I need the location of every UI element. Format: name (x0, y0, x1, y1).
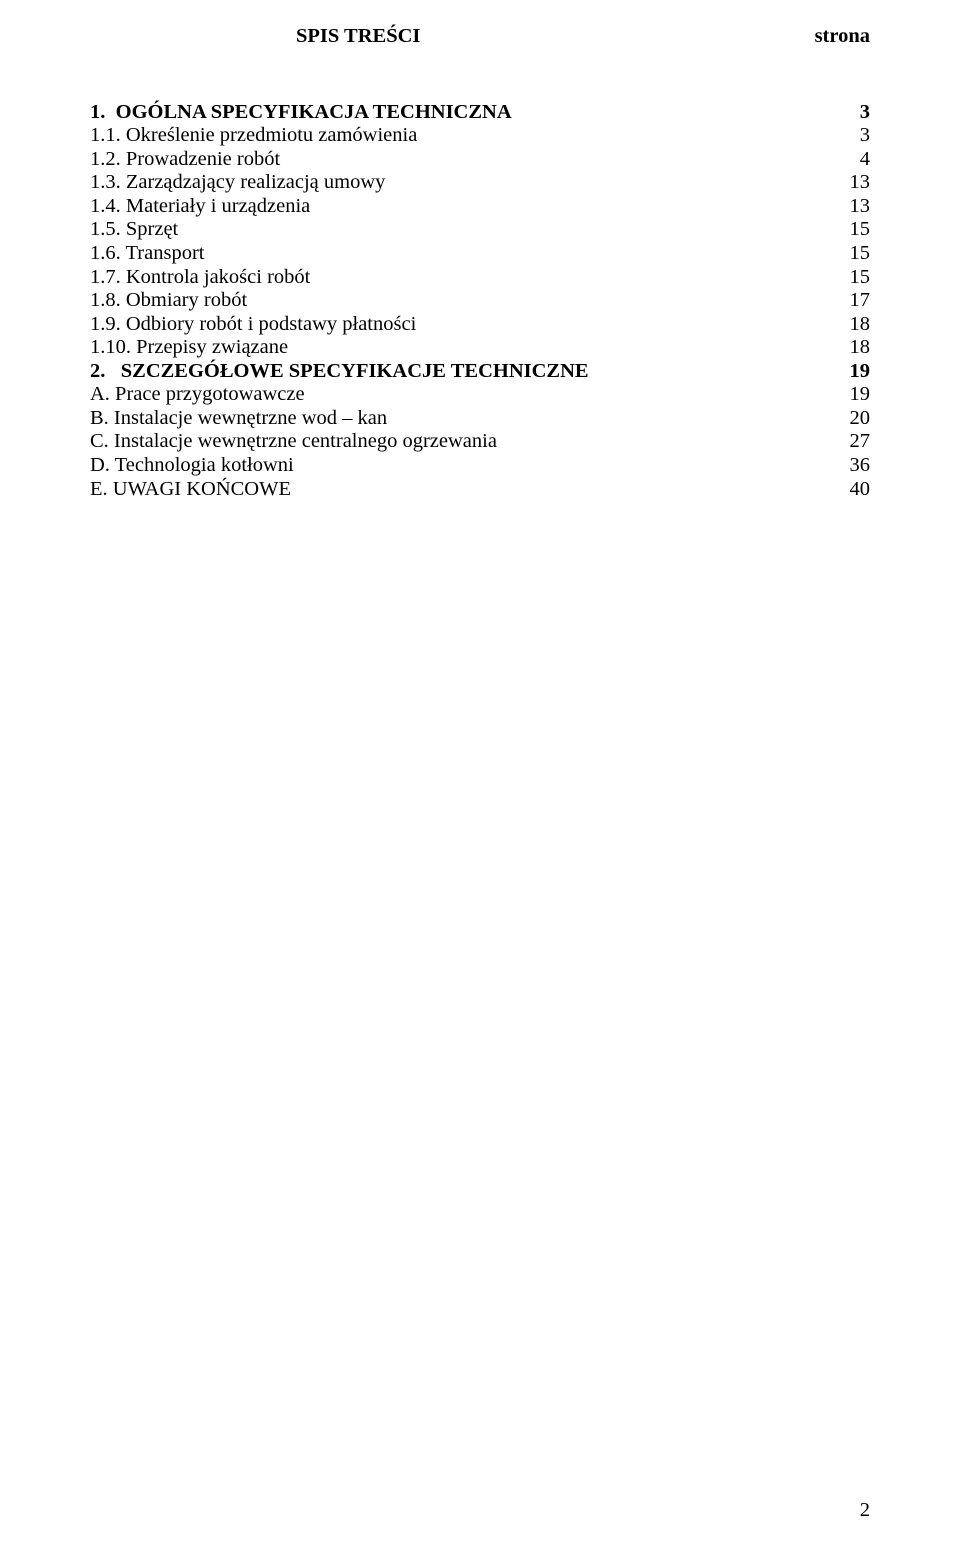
toc-label: 1. OGÓLNA SPECYFIKACJA TECHNICZNA (90, 101, 820, 125)
toc-row: C. Instalacje wewnętrzne centralnego ogr… (90, 430, 870, 454)
toc-page: 13 (820, 171, 870, 195)
toc-row: 1.8. Obmiary robót 17 (90, 289, 870, 313)
toc-label: 1.5. Sprzęt (90, 218, 820, 242)
toc-row: 1.7. Kontrola jakości robót 15 (90, 266, 870, 290)
toc-page: 20 (820, 407, 870, 431)
toc-row: 1.3. Zarządzający realizacją umowy 13 (90, 171, 870, 195)
toc-row: 1.1. Określenie przedmiotu zamówienia 3 (90, 124, 870, 148)
toc-row: 1. OGÓLNA SPECYFIKACJA TECHNICZNA 3 (90, 101, 870, 125)
toc-page: 18 (820, 313, 870, 337)
toc-row: B. Instalacje wewnętrzne wod – kan 20 (90, 407, 870, 431)
toc-row: 2. SZCZEGÓŁOWE SPECYFIKACJE TECHNICZNE 1… (90, 360, 870, 384)
toc-label: 1.10. Przepisy związane (90, 336, 820, 360)
toc-page: 18 (820, 336, 870, 360)
toc-label: 1.9. Odbiory robót i podstawy płatności (90, 313, 820, 337)
header-right: strona (815, 25, 870, 49)
toc-row: 1.4. Materiały i urządzenia 13 (90, 195, 870, 219)
toc-page: 36 (820, 454, 870, 478)
toc-list: 1. OGÓLNA SPECYFIKACJA TECHNICZNA 3 1.1.… (90, 101, 870, 502)
toc-row: 1.6. Transport 15 (90, 242, 870, 266)
toc-page: 40 (820, 478, 870, 502)
toc-row: 1.5. Sprzęt 15 (90, 218, 870, 242)
page: SPIS TREŚCI strona 1. OGÓLNA SPECYFIKACJ… (0, 0, 960, 1551)
toc-row: E. UWAGI KOŃCOWE 40 (90, 478, 870, 502)
toc-page: 15 (820, 242, 870, 266)
toc-label: 1.1. Określenie przedmiotu zamówienia (90, 124, 820, 148)
page-number: 2 (860, 1499, 870, 1523)
toc-row: 1.2. Prowadzenie robót 4 (90, 148, 870, 172)
toc-label: A. Prace przygotowawcze (90, 383, 820, 407)
header-row: SPIS TREŚCI strona (90, 25, 870, 49)
toc-page: 27 (820, 430, 870, 454)
toc-page: 17 (820, 289, 870, 313)
toc-label: 1.2. Prowadzenie robót (90, 148, 820, 172)
toc-label: 1.4. Materiały i urządzenia (90, 195, 820, 219)
toc-label: C. Instalacje wewnętrzne centralnego ogr… (90, 430, 820, 454)
toc-page: 13 (820, 195, 870, 219)
toc-label: 1.7. Kontrola jakości robót (90, 266, 820, 290)
toc-label: 1.8. Obmiary robót (90, 289, 820, 313)
toc-page: 19 (820, 360, 870, 384)
toc-row: 1.10. Przepisy związane 18 (90, 336, 870, 360)
toc-label: 1.6. Transport (90, 242, 820, 266)
header-title: SPIS TREŚCI (296, 25, 420, 49)
toc-label: 2. SZCZEGÓŁOWE SPECYFIKACJE TECHNICZNE (90, 360, 820, 384)
toc-label: D. Technologia kotłowni (90, 454, 820, 478)
toc-page: 19 (820, 383, 870, 407)
toc-label: E. UWAGI KOŃCOWE (90, 478, 820, 502)
toc-row: A. Prace przygotowawcze 19 (90, 383, 870, 407)
toc-page: 3 (820, 101, 870, 125)
toc-row: D. Technologia kotłowni 36 (90, 454, 870, 478)
toc-page: 15 (820, 266, 870, 290)
toc-page: 4 (820, 148, 870, 172)
toc-page: 15 (820, 218, 870, 242)
toc-label: B. Instalacje wewnętrzne wod – kan (90, 407, 820, 431)
toc-row: 1.9. Odbiory robót i podstawy płatności … (90, 313, 870, 337)
toc-page: 3 (820, 124, 870, 148)
toc-label: 1.3. Zarządzający realizacją umowy (90, 171, 820, 195)
